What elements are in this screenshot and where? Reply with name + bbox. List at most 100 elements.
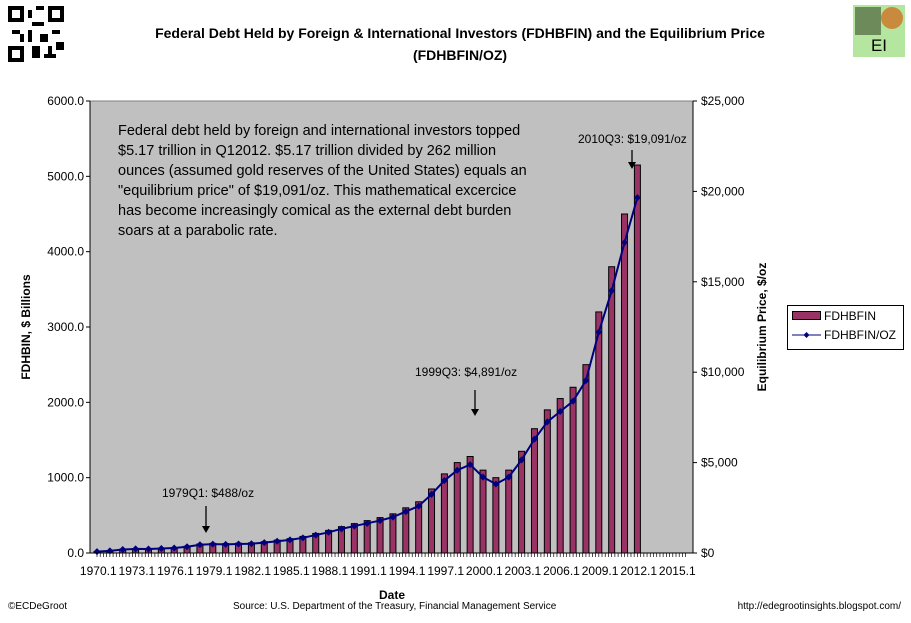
line-point <box>453 466 461 474</box>
footer-url[interactable]: http://edegrootinsights.blogspot.com/ <box>737 601 901 612</box>
line-point <box>582 376 590 384</box>
line-point <box>350 522 358 530</box>
bar <box>621 213 629 554</box>
legend-item-fdhbfin-oz: FDHBFIN/OZ <box>788 325 903 344</box>
coin-icon <box>881 7 903 29</box>
x-tick-label: 1988.1 <box>312 564 349 578</box>
line-point <box>337 525 345 533</box>
x-tick-label: 2006.1 <box>543 564 580 578</box>
logo-text: EI <box>870 36 888 55</box>
y2-axis-label: Equilibrium Price, $/oz <box>755 263 769 392</box>
line-point <box>222 540 230 548</box>
line-point <box>235 540 243 548</box>
x-tick-label: 1979.1 <box>196 564 233 578</box>
x-tick-label: 1973.1 <box>119 564 156 578</box>
x-tick-label: 1982.1 <box>234 564 271 578</box>
chart-title: Federal Debt Held by Foreign & Internati… <box>100 22 820 66</box>
line-point <box>428 490 436 498</box>
line-point <box>325 528 333 536</box>
footer-copyright: ©ECDeGroot <box>8 601 68 612</box>
chart-title-line2: (FDHBFIN/OZ) <box>412 47 508 63</box>
bar <box>479 469 487 554</box>
y-tick-label: 2000.0 <box>47 395 84 409</box>
legend: FDHBFIN FDHBFIN/OZ <box>787 305 904 350</box>
line-point <box>569 397 577 405</box>
bar <box>505 469 513 554</box>
line-point <box>376 517 384 525</box>
arrowhead-1979 <box>202 526 210 533</box>
x-tick-label: 2012.1 <box>620 564 657 578</box>
line-point <box>183 543 191 551</box>
line-point <box>479 473 487 481</box>
line-point <box>144 545 152 553</box>
line-point <box>621 238 629 246</box>
bar-swatch <box>792 311 821 320</box>
y2-tick-label: $10,000 <box>701 365 745 379</box>
line-point <box>119 546 127 554</box>
legend-label: FDHBFIN <box>824 308 876 323</box>
chart-title-line1: Federal Debt Held by Foreign & Internati… <box>155 25 765 41</box>
line-point <box>132 545 140 553</box>
x-tick-label: 1991.1 <box>350 564 387 578</box>
annotation-1999: 1999Q3: $4,891/oz <box>415 365 518 379</box>
line-point <box>196 541 204 549</box>
y-tick-label: 1000.0 <box>47 471 84 485</box>
y-axis-label: FDHBIN, $ Billions <box>19 274 33 380</box>
y2-tick-label: $0 <box>701 546 715 560</box>
line-point <box>530 435 538 443</box>
line-point <box>247 540 255 548</box>
bar <box>466 455 474 554</box>
line-point <box>363 519 371 527</box>
y2-tick-label: $20,000 <box>701 184 745 198</box>
line-swatch <box>792 331 821 338</box>
bar <box>543 409 551 554</box>
y2-tick-label: $25,000 <box>701 94 745 108</box>
legend-label: FDHBFIN/OZ <box>824 327 896 342</box>
line-point <box>209 540 217 548</box>
line-point <box>595 328 603 336</box>
x-tick-label: 1994.1 <box>389 564 426 578</box>
y-tick-label: 6000.0 <box>47 94 84 108</box>
bar <box>608 266 616 554</box>
line-point <box>273 537 281 545</box>
x-tick-label: 2015.1 <box>659 564 696 578</box>
qr-code <box>8 6 64 62</box>
bar <box>492 477 500 554</box>
y-tick-label: 4000.0 <box>47 245 84 259</box>
y2-tick-label: $5,000 <box>701 456 738 470</box>
line-point <box>466 461 474 469</box>
line-point <box>492 480 500 488</box>
bar <box>582 364 590 554</box>
line-point <box>608 287 616 295</box>
annotation-2010: 2010Q3: $19,091/oz <box>578 132 687 146</box>
x-tick-label: 2009.1 <box>582 564 619 578</box>
line-point <box>543 418 551 426</box>
arrowhead-1999 <box>471 409 479 416</box>
bar <box>595 311 603 554</box>
arrowhead-2010 <box>628 162 636 169</box>
line-point <box>157 545 165 553</box>
x-tick-label: 1997.1 <box>427 564 464 578</box>
x-tick-label: 1985.1 <box>273 564 310 578</box>
y-tick-label: 5000.0 <box>47 169 84 183</box>
bar <box>518 450 526 554</box>
logo: EI <box>853 5 905 57</box>
y2-tick-label: $15,000 <box>701 275 745 289</box>
bar-series <box>93 164 641 554</box>
bar <box>428 488 436 554</box>
annotation-1979: 1979Q1: $488/oz <box>162 486 255 500</box>
line-point <box>286 536 294 544</box>
line-point <box>260 539 268 547</box>
bar <box>569 386 577 554</box>
line-point <box>402 508 410 516</box>
line-point <box>389 513 397 521</box>
x-tick-label: 2003.1 <box>505 564 542 578</box>
line-point <box>633 194 641 202</box>
footer-source: Source: U.S. Department of the Treasury,… <box>233 601 557 612</box>
line-point <box>312 531 320 539</box>
line-point <box>415 502 423 510</box>
y-tick-label: 0.0 <box>67 546 84 560</box>
annotation-note: Federal debt held by foreign and interna… <box>118 123 527 239</box>
bar <box>453 462 461 554</box>
banknote-icon <box>855 7 881 35</box>
